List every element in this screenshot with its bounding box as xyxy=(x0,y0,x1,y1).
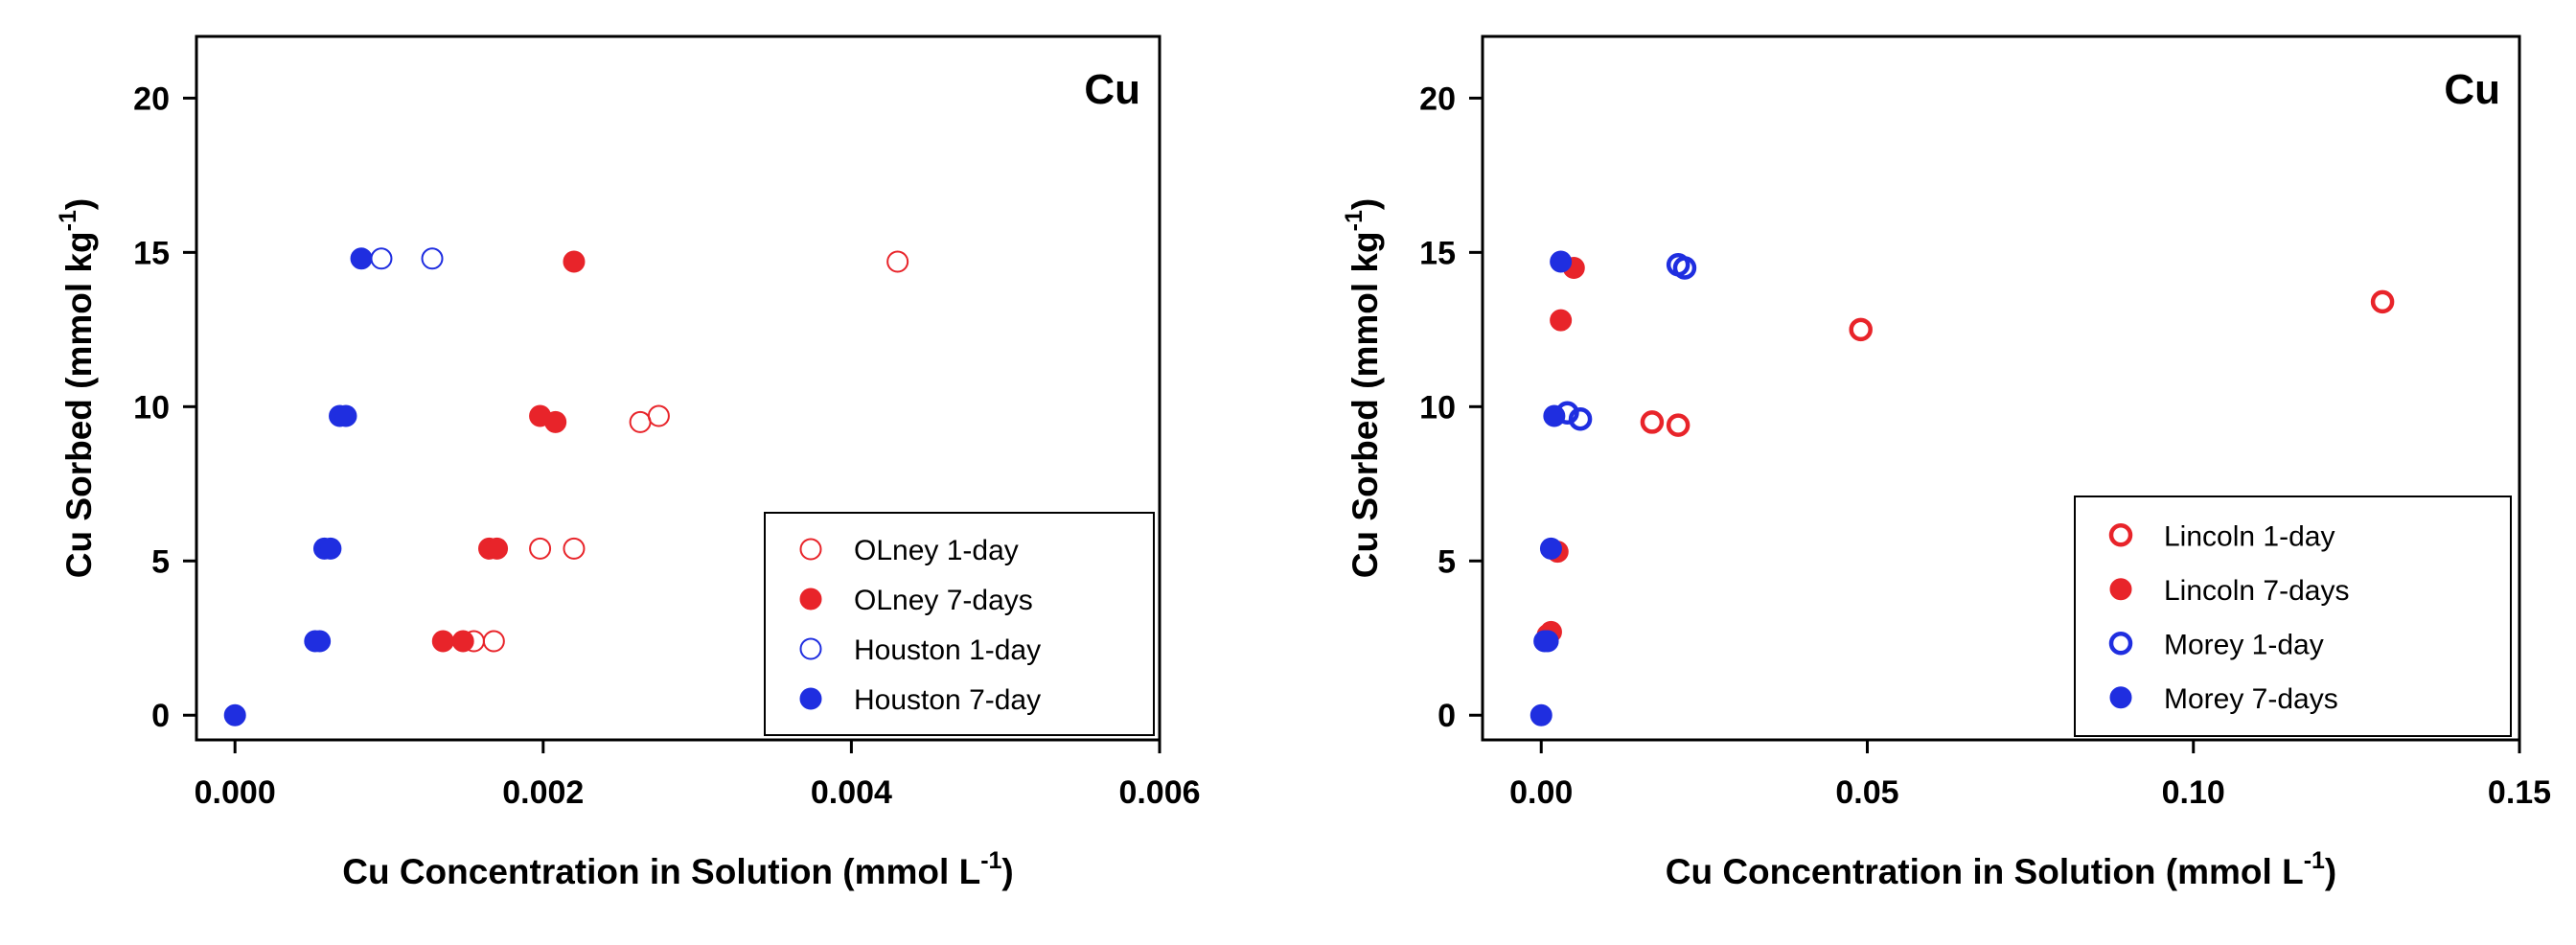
series-1-4 xyxy=(223,247,373,726)
y-tick-label: 15 xyxy=(133,235,170,271)
y-axis-label-end: ) xyxy=(59,198,99,210)
x-axis-label: Cu Concentration in Solution (mmol L-1) xyxy=(342,847,1014,891)
legend-label: Lincoln 1-day xyxy=(2164,520,2334,552)
y-tick-label: 5 xyxy=(151,543,170,580)
data-point xyxy=(431,630,454,653)
series-2-4 xyxy=(1530,250,1573,726)
x-tick-label: 0.10 xyxy=(2162,774,2225,811)
data-point xyxy=(421,247,444,270)
x-axis-label-sup: -1 xyxy=(980,847,1001,874)
data-point xyxy=(482,630,505,653)
panel-title: Cu xyxy=(2444,66,2500,113)
series-1-2 xyxy=(431,250,586,653)
legend-marker xyxy=(799,538,822,561)
panel-title: Cu xyxy=(1084,66,1140,113)
data-point xyxy=(886,250,909,273)
x-tick-label: 0.002 xyxy=(502,774,584,811)
data-point xyxy=(2370,289,2395,314)
x-tick-label: 0.15 xyxy=(2488,774,2551,811)
data-point xyxy=(1568,406,1593,431)
data-point xyxy=(1849,317,1873,342)
data-point xyxy=(1672,256,1697,280)
y-tick-label: 20 xyxy=(133,81,170,117)
y-axis-label-sup: -1 xyxy=(55,210,81,231)
x-tick-label: 0.006 xyxy=(1118,774,1200,811)
data-point xyxy=(544,410,567,433)
data-point xyxy=(486,537,509,560)
legend: OLney 1-day OLney 7-days Houston 1-day Hous… xyxy=(764,512,1155,736)
data-point xyxy=(309,630,332,653)
legend-label: Lincoln 7-days xyxy=(2164,575,2349,607)
data-point xyxy=(1543,404,1566,427)
legend-marker xyxy=(799,687,822,710)
legend-marker xyxy=(799,588,822,611)
y-tick-label: 10 xyxy=(133,389,170,426)
y-axis-label-sup: -1 xyxy=(1341,210,1368,231)
x-tick-label: 0.000 xyxy=(195,774,276,811)
data-point xyxy=(647,404,670,427)
legend-label: Houston 1-day xyxy=(854,634,1041,666)
x-tick-label: 0.05 xyxy=(1835,774,1898,811)
data-point xyxy=(1536,630,1559,653)
legend-box xyxy=(2074,496,2512,737)
legend-label: OLney 1-day xyxy=(854,535,1019,566)
data-point xyxy=(1640,410,1665,434)
data-point xyxy=(1539,537,1562,560)
data-point xyxy=(529,537,552,560)
x-axis-label-text: Cu Concentration in Solution (mmol L xyxy=(342,852,980,891)
data-point xyxy=(334,404,357,427)
y-tick-label: 5 xyxy=(1438,543,1456,580)
legend-label: Houston 7-day xyxy=(854,684,1041,716)
x-axis-label-end: ) xyxy=(2325,852,2336,891)
data-point xyxy=(1550,309,1573,332)
x-axis-label: Cu Concentration in Solution (mmol L-1) xyxy=(1666,847,2337,891)
y-tick-label: 0 xyxy=(1438,698,1456,734)
legend-label: OLney 7-days xyxy=(854,585,1033,616)
legend-label: Morey 7-days xyxy=(2164,683,2338,715)
data-point xyxy=(1666,413,1690,437)
legend-marker xyxy=(799,637,822,660)
data-point xyxy=(1550,250,1573,273)
legend-marker xyxy=(2108,523,2133,547)
y-axis-label: Cu Sorbed (mmol kg-1) xyxy=(1341,198,1385,578)
series-2-3 xyxy=(1555,252,1697,431)
legend-marker xyxy=(2109,578,2132,601)
legend-box xyxy=(764,512,1155,736)
x-axis-label-end: ) xyxy=(1001,852,1013,891)
y-tick-label: 10 xyxy=(1419,389,1456,426)
plot-frame xyxy=(195,35,1162,742)
legend-marker xyxy=(2108,632,2133,656)
series-2-1 xyxy=(1640,289,2395,437)
y-axis-label-text: Cu Sorbed (mmol kg xyxy=(1346,231,1385,578)
data-point xyxy=(350,247,373,270)
data-point xyxy=(563,250,586,273)
data-point xyxy=(563,537,586,560)
y-tick-label: 20 xyxy=(1419,81,1456,117)
data-point xyxy=(223,703,246,726)
chart-panel-2: 0.00 0.05 0.10 0.15 0 5 10 15 20 Cu Cu Concentrati… xyxy=(1341,35,2551,891)
y-tick-label: 15 xyxy=(1419,235,1456,271)
data-point xyxy=(319,537,342,560)
x-axis-label-text: Cu Concentration in Solution (mmol L xyxy=(1666,852,2304,891)
y-axis-label-text: Cu Sorbed (mmol kg xyxy=(59,231,99,578)
x-tick-label: 0.00 xyxy=(1509,774,1573,811)
legend: Lincoln 1-day Lincoln 7-days Morey 1-day Mo… xyxy=(2074,496,2512,737)
plot-frame xyxy=(1481,35,2521,742)
legend-label: Morey 1-day xyxy=(2164,629,2324,660)
data-point xyxy=(1530,703,1552,726)
data-point xyxy=(451,630,474,653)
y-axis-label-end: ) xyxy=(1346,198,1385,210)
x-tick-label: 0.004 xyxy=(811,774,892,811)
y-axis-label: Cu Sorbed (mmol kg-1) xyxy=(55,198,99,578)
x-axis-label-sup: -1 xyxy=(2304,847,2325,874)
y-tick-label: 0 xyxy=(151,698,170,734)
chart-panel-1: 0.000 0.002 0.004 0.006 0 5 10 15 20 Cu Cu Concent… xyxy=(55,35,1201,891)
legend-marker xyxy=(2109,686,2132,709)
